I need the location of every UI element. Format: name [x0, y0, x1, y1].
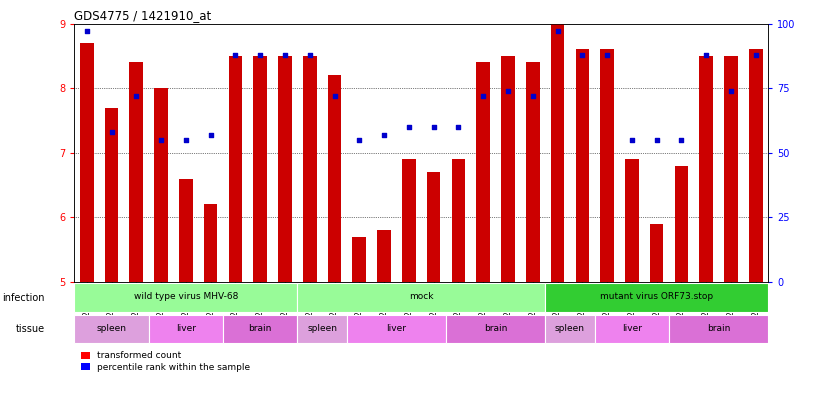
- Point: [278, 51, 292, 58]
- Bar: [446, 315, 545, 343]
- Bar: [303, 56, 316, 282]
- Text: GDS4775 / 1421910_at: GDS4775 / 1421910_at: [74, 9, 211, 22]
- Bar: [402, 159, 415, 282]
- Text: brain: brain: [249, 324, 272, 333]
- Text: liver: liver: [387, 324, 406, 333]
- Text: mock: mock: [409, 292, 434, 301]
- Point: [576, 51, 589, 58]
- Bar: [675, 165, 688, 282]
- Text: spleen: spleen: [555, 324, 585, 333]
- Point: [427, 124, 440, 130]
- Text: liver: liver: [176, 324, 196, 333]
- Bar: [427, 172, 440, 282]
- Bar: [149, 315, 223, 343]
- Bar: [353, 237, 366, 282]
- Bar: [724, 56, 738, 282]
- Bar: [297, 315, 347, 343]
- Point: [650, 137, 663, 143]
- Bar: [74, 283, 297, 312]
- Bar: [545, 283, 768, 312]
- Point: [303, 51, 316, 58]
- Text: liver: liver: [622, 324, 642, 333]
- Text: brain: brain: [484, 324, 507, 333]
- Bar: [749, 50, 762, 282]
- Point: [80, 28, 93, 35]
- Bar: [179, 178, 192, 282]
- Text: mutant virus ORF73.stop: mutant virus ORF73.stop: [601, 292, 713, 301]
- Bar: [625, 159, 638, 282]
- Point: [452, 124, 465, 130]
- Point: [130, 93, 143, 99]
- Bar: [650, 224, 663, 282]
- Point: [402, 124, 415, 130]
- Point: [625, 137, 638, 143]
- Bar: [154, 88, 168, 282]
- Bar: [80, 43, 93, 282]
- Point: [328, 93, 341, 99]
- Bar: [601, 50, 614, 282]
- Bar: [328, 75, 341, 282]
- Point: [254, 51, 267, 58]
- Point: [377, 132, 391, 138]
- Point: [675, 137, 688, 143]
- Point: [501, 88, 515, 94]
- Point: [749, 51, 762, 58]
- Bar: [576, 50, 589, 282]
- Bar: [223, 315, 297, 343]
- Bar: [551, 24, 564, 282]
- Bar: [130, 62, 143, 282]
- Bar: [700, 56, 713, 282]
- Bar: [74, 315, 149, 343]
- Bar: [501, 56, 515, 282]
- Bar: [545, 315, 595, 343]
- Point: [353, 137, 366, 143]
- Point: [526, 93, 539, 99]
- Bar: [526, 62, 539, 282]
- Text: spleen: spleen: [307, 324, 337, 333]
- Text: spleen: spleen: [97, 324, 126, 333]
- Point: [179, 137, 192, 143]
- Text: brain: brain: [707, 324, 730, 333]
- Text: infection: infection: [2, 293, 45, 303]
- Bar: [477, 62, 490, 282]
- Bar: [669, 315, 768, 343]
- Bar: [229, 56, 242, 282]
- Text: tissue: tissue: [16, 324, 45, 334]
- Point: [551, 28, 564, 35]
- Bar: [452, 159, 465, 282]
- Point: [154, 137, 168, 143]
- Bar: [278, 56, 292, 282]
- Bar: [105, 108, 118, 282]
- Point: [724, 88, 738, 94]
- Point: [601, 51, 614, 58]
- Text: wild type virus MHV-68: wild type virus MHV-68: [134, 292, 238, 301]
- Legend: transformed count, percentile rank within the sample: transformed count, percentile rank withi…: [78, 349, 252, 374]
- Bar: [377, 230, 391, 282]
- Point: [204, 132, 217, 138]
- Bar: [347, 315, 446, 343]
- Bar: [595, 315, 669, 343]
- Point: [105, 129, 118, 135]
- Bar: [204, 204, 217, 282]
- Point: [477, 93, 490, 99]
- Bar: [297, 283, 545, 312]
- Bar: [254, 56, 267, 282]
- Point: [700, 51, 713, 58]
- Point: [229, 51, 242, 58]
